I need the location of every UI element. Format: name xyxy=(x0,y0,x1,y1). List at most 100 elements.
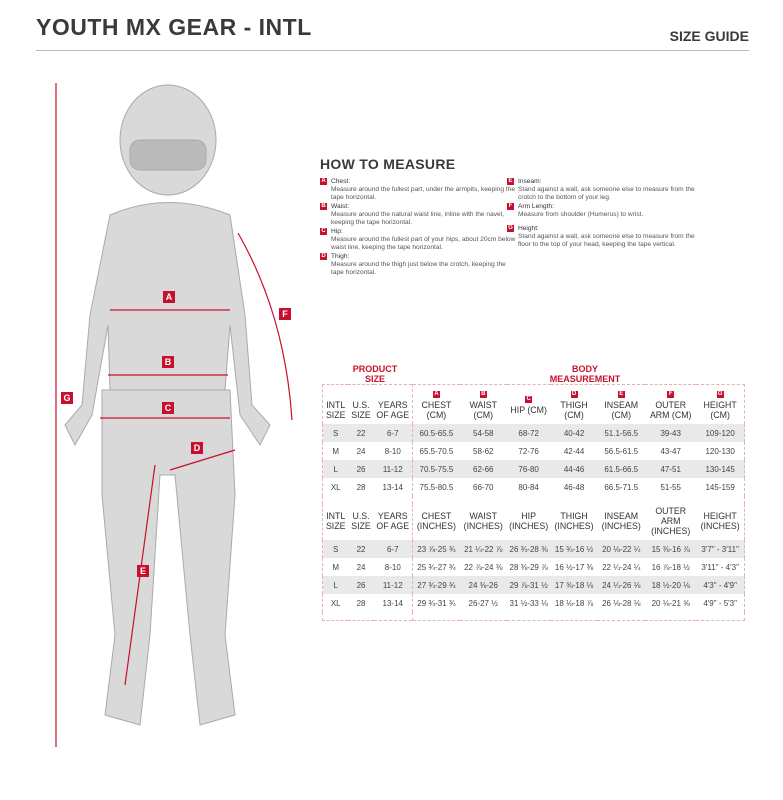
table-cell: 62-66 xyxy=(459,460,507,478)
measure-text: Measure around the natural waist line, i… xyxy=(331,211,505,226)
measure-label: Thigh: xyxy=(331,253,350,260)
column-header: U.S. SIZE xyxy=(348,385,373,425)
column-header-label: U.S. SIZE xyxy=(351,511,371,531)
measure-instructions-right: E Inseam: Stand against a wall, ask someon… xyxy=(507,178,707,250)
column-header: B WAIST (CM) xyxy=(460,385,507,425)
table-cell: L xyxy=(322,460,349,478)
table-cell: 24 ¼-26 ⅛ xyxy=(597,576,646,594)
figure-label-d: D xyxy=(191,442,203,454)
table-row: L 26 11-12 70.5-75.5 62-66 76-80 44-46 61.5-66.… xyxy=(322,460,745,478)
table-cell: 20 ⅛-22 ¼ xyxy=(597,540,646,558)
table-cell: 6-7 xyxy=(373,424,413,442)
table-row: M 24 8-10 65.5-70.5 58-62 72-76 42-44 56.5-61.5… xyxy=(323,442,745,460)
measure-item: D Thigh: Measure around the thigh just bel… xyxy=(320,253,520,277)
table-cell: 40-42 xyxy=(550,424,598,442)
column-header-label: INSEAM (CM) xyxy=(604,400,639,420)
measure-badge: A xyxy=(432,391,440,398)
table-cell: 28 xyxy=(356,598,366,608)
table-cell: S xyxy=(322,540,349,558)
table-cell: 75.5-80.5 xyxy=(419,482,454,492)
page-title: YOUTH MX GEAR - INTL xyxy=(36,14,312,40)
table-header-row: INTL SIZE U.S. SIZE YEARS OF AGE A CHEST (CM… xyxy=(323,384,745,425)
table-cell: 66-70 xyxy=(473,482,494,492)
column-header: OUTER ARM (INCHES) xyxy=(645,504,696,540)
table-cell: 76-80 xyxy=(506,460,551,478)
product-size-heading: PRODUCT SIZE xyxy=(352,364,398,384)
table-cell: 26 xyxy=(348,460,374,478)
figure-label-a: A xyxy=(163,291,175,303)
measure-text: Measure around the thigh just below the … xyxy=(331,261,506,276)
body-measurement-heading: BODY MEASUREMENT xyxy=(549,364,621,384)
figure-label-e: E xyxy=(137,565,149,577)
column-header: YEARS OF AGE xyxy=(373,504,413,540)
rider-figure-illustration xyxy=(55,83,293,747)
column-header-label: HEIGHT (INCHES) xyxy=(700,511,740,531)
table-cell: 42-44 xyxy=(563,446,585,456)
column-header: YEARS OF AGE xyxy=(373,384,413,424)
column-header: INTL SIZE xyxy=(323,504,349,540)
table-cell: 68-72 xyxy=(506,424,551,442)
table-cell: 46-48 xyxy=(563,482,585,492)
measure-badge: E xyxy=(617,391,625,398)
table-cell: 8-10 xyxy=(373,558,413,576)
measure-label: Arm Length: xyxy=(518,203,554,210)
column-header-label: WAIST (INCHES) xyxy=(463,511,503,531)
table-cell: 39-43 xyxy=(645,424,697,442)
column-header-label: THIGH (CM) xyxy=(560,400,588,420)
table-row: L 26 11-12 27 ¾-29 ¾ 24 ⅜-26 29 ⅞-31 ½ 17 ⅜-18… xyxy=(322,576,745,594)
table-cell: 29 ⅞-31 ½ xyxy=(506,576,551,594)
figure-label-b: B xyxy=(162,356,174,368)
column-header-label: YEARS OF AGE xyxy=(376,511,410,531)
table-cell: XL xyxy=(330,482,341,492)
table-cell: 26 ¾-28 ⅜ xyxy=(506,540,551,558)
table-cell: 51-55 xyxy=(660,482,681,492)
table-cell: 43-47 xyxy=(660,446,681,456)
table-cell: 54-58 xyxy=(459,424,507,442)
measure-badge: D xyxy=(570,391,578,398)
figure-label-g: G xyxy=(61,392,73,404)
measure-badge: C xyxy=(320,228,327,235)
measure-badge: E xyxy=(507,178,514,185)
table-cell: 13-14 xyxy=(373,594,413,612)
table-cell: 20 ⅛-21 ⅝ xyxy=(651,598,690,608)
table-row: XL 28 13-14 75.5-80.5 66-70 80-84 46-48 66.5-71… xyxy=(323,478,745,496)
table-cell: 21 ¼-22 ⅞ xyxy=(459,540,507,558)
column-header-label: CHEST (INCHES) xyxy=(416,511,456,531)
column-header: F OUTER ARM (CM) xyxy=(645,385,696,425)
how-to-measure-title: HOW TO MEASURE xyxy=(320,156,456,172)
measure-item: B Waist: Measure around the natural waist … xyxy=(320,203,520,227)
column-header-label: HEIGHT (CM) xyxy=(703,400,737,420)
table-row: S 22 6-7 23 ⅞-25 ¾ 21 ¼-22 ⅞ 26 ¾-28 ⅜ 15 ¾-16… xyxy=(322,540,745,558)
measure-label: Waist: xyxy=(331,203,350,210)
table-cell: 60.5-65.5 xyxy=(412,424,460,442)
table-row: S 22 6-7 60.5-65.5 54-58 68-72 40-42 51.1-56.5 3… xyxy=(322,424,745,442)
table-cell: 28 xyxy=(356,482,366,492)
table-cell: 56.5-61.5 xyxy=(604,446,639,456)
column-header: INTL SIZE xyxy=(323,385,349,425)
table-cell: 6-7 xyxy=(373,540,413,558)
measure-text: Stand against a wall, ask someone else t… xyxy=(518,233,695,248)
measure-label: Inseam: xyxy=(518,178,542,185)
figure-label-c: C xyxy=(162,402,174,414)
table-cell: XL xyxy=(330,598,341,608)
table-cell: 65.5-70.5 xyxy=(419,446,454,456)
measure-item: C Hip: Measure around the fullest part of … xyxy=(320,228,520,252)
column-header-label: INSEAM (INCHES) xyxy=(601,511,641,531)
table-cell: 58-62 xyxy=(473,446,494,456)
column-header-label: INTL SIZE xyxy=(325,400,346,420)
table-cell: 72-76 xyxy=(518,446,539,456)
column-header-label: WAIST (CM) xyxy=(469,400,497,420)
column-header-label: HIP (INCHES) xyxy=(509,511,549,531)
table-cell: 8-10 xyxy=(373,442,413,460)
column-header: THIGH (INCHES) xyxy=(551,504,598,540)
table-cell: 24 xyxy=(356,562,366,572)
table-row: M 24 8-10 25 ¾-27 ¾ 22 ⅞-24 ⅜ 28 ⅜-29 ⅞ 16 ½-1… xyxy=(323,558,745,576)
table-cell: 3'11" - 4'3" xyxy=(701,562,739,572)
table-cell: 22 xyxy=(348,540,374,558)
table-cell: 31 ½-33 ⅛ xyxy=(509,598,548,608)
table-cell: 13-14 xyxy=(373,478,413,496)
table-cell: 11-12 xyxy=(373,576,413,594)
measure-item: E Inseam: Stand against a wall, ask someon… xyxy=(507,178,707,202)
table-row: XL 28 13-14 29 ¾-31 ¾ 26-27 ½ 31 ½-33 ⅛ 18 ⅛-1… xyxy=(323,594,745,612)
column-header: WAIST (INCHES) xyxy=(460,504,507,540)
